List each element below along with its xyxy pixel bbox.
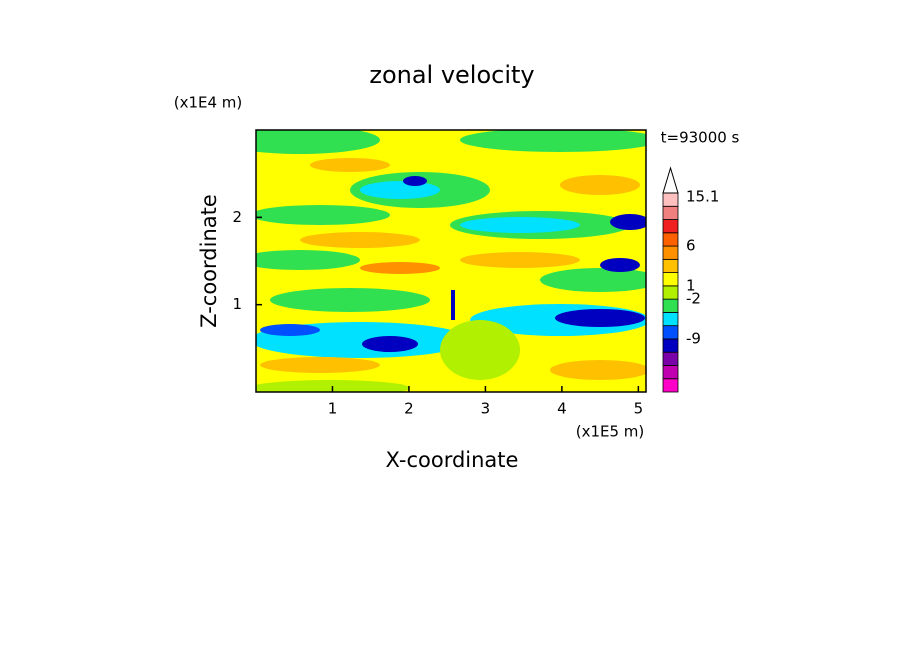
colorbar-swatch — [662, 338, 679, 353]
colorbar-swatch — [662, 232, 679, 247]
y-unit: (x1E4 m) — [174, 94, 243, 112]
colorbar-swatch — [662, 192, 679, 207]
colorbar-extend — [662, 166, 679, 194]
colorbar-swatch — [662, 219, 679, 234]
colorbar-label: 6 — [686, 237, 696, 255]
colorbar-swatch — [662, 285, 679, 300]
colorbar-label: 15.1 — [686, 188, 719, 206]
plot-frame — [255, 129, 647, 393]
y-axis-title: Z-coordinate — [197, 194, 221, 328]
x-tick-label: 3 — [481, 400, 491, 418]
x-tick-label: 2 — [404, 400, 414, 418]
colorbar-swatch — [662, 365, 679, 380]
contour-field — [256, 130, 646, 392]
colorbar-swatch — [662, 378, 679, 393]
colorbar-swatch — [662, 325, 679, 340]
x-axis-title: X-coordinate — [386, 448, 519, 472]
chart-title: zonal velocity — [369, 61, 534, 89]
colorbar-swatch — [662, 245, 679, 260]
x-tick-label: 5 — [634, 400, 644, 418]
colorbar-swatch — [662, 298, 679, 313]
x-tick-label: 4 — [557, 400, 567, 418]
colorbar-label: 1 — [686, 276, 696, 294]
colorbar-swatch — [662, 311, 679, 327]
x-tick-label: 1 — [328, 400, 338, 418]
colorbar-label: -2 — [686, 290, 701, 308]
colorbar-swatch — [662, 351, 679, 366]
colorbar-label: -9 — [686, 329, 701, 347]
colorbar-swatch — [662, 272, 679, 287]
annotation: t=93000 s — [661, 129, 740, 147]
x-unit: (x1E5 m) — [576, 423, 645, 441]
y-tick-label: 1 — [232, 295, 242, 313]
colorbar-swatch — [662, 258, 679, 274]
colorbar-swatch — [662, 205, 679, 220]
y-tick-label: 2 — [232, 208, 242, 226]
